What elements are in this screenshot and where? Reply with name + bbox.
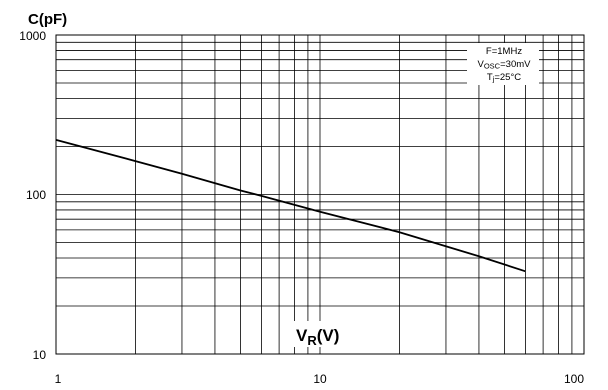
x-tick-label: 1 — [55, 372, 62, 386]
y-tick-label: 1000 — [19, 29, 46, 43]
x-axis-label-unit: (V) — [317, 326, 340, 345]
x-axis-label-main: V — [296, 326, 308, 345]
x-axis-label: VR(V) — [296, 326, 339, 348]
annotation-vosc: VOSC=30mV — [478, 59, 532, 71]
annotation-frequency: F=1MHz — [486, 46, 522, 57]
y-axis-label: C(pF) — [28, 11, 67, 28]
grid — [56, 35, 584, 354]
y-tick-label: 10 — [33, 348, 47, 362]
annotation-tj: Tj=25°C — [487, 72, 521, 84]
x-tick-label: 100 — [564, 372, 584, 386]
x-tick-label: 10 — [313, 372, 327, 386]
capacitance-curve — [55, 139, 526, 273]
x-axis-label-sub: R — [307, 333, 317, 348]
y-tick-label: 100 — [26, 188, 46, 202]
series-group — [55, 139, 526, 273]
x-axis-label-background — [292, 321, 352, 347]
plot-frame — [55, 34, 585, 355]
conditions-box-background — [467, 43, 539, 85]
